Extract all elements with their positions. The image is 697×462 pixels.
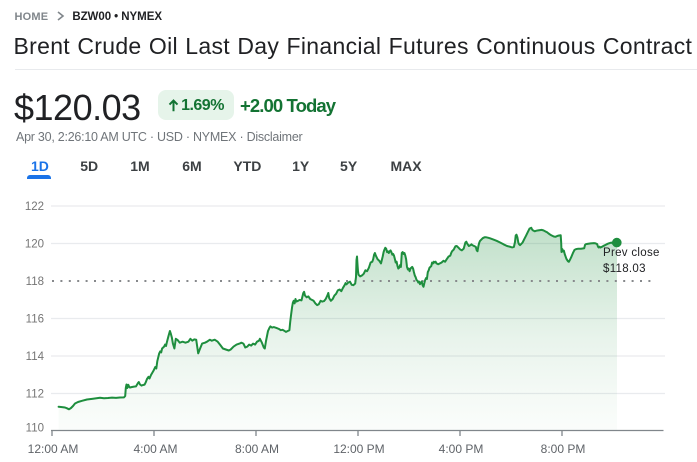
svg-text:116: 116 [26, 313, 44, 325]
svg-text:12:00 PM: 12:00 PM [333, 442, 384, 456]
svg-text:8:00 AM: 8:00 AM [235, 442, 279, 456]
svg-text:114: 114 [26, 351, 45, 363]
svg-text:118: 118 [26, 276, 44, 288]
svg-text:4:00 AM: 4:00 AM [133, 442, 177, 456]
svg-text:110: 110 [26, 423, 44, 435]
svg-text:122: 122 [25, 201, 44, 213]
svg-text:12:00 AM: 12:00 AM [28, 442, 79, 456]
svg-text:8:00 PM: 8:00 PM [541, 442, 586, 456]
svg-text:120: 120 [25, 238, 44, 250]
svg-text:4:00 PM: 4:00 PM [439, 442, 484, 456]
svg-text:112: 112 [26, 388, 44, 400]
